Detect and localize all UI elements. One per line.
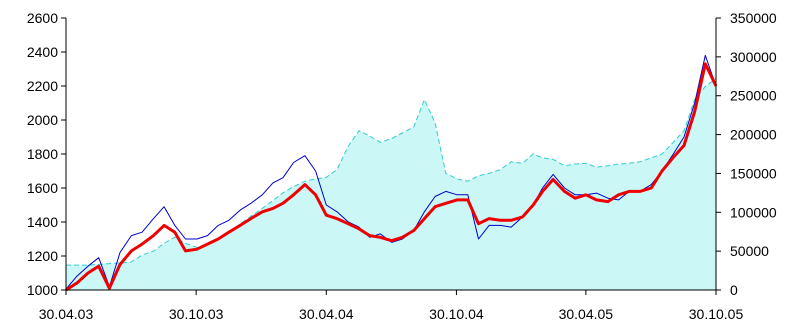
x-tick-label: 30.10.04: [429, 306, 484, 322]
plot-area: [65, 54, 718, 292]
left-y-ticks: 1000 1200 1400 1600 1800 2000 2200 2400 2600: [27, 10, 66, 298]
right-y-tick-label: 250000: [730, 88, 777, 104]
series-line-thin: [65, 54, 717, 290]
left-y-tick-label: 1000: [27, 282, 58, 298]
right-y-ticks: 0 50000 100000 150000 200000 250000 300000 3500…: [716, 10, 777, 298]
volume-area: [66, 78, 716, 290]
x-tick-label: 30.04.03: [39, 306, 94, 322]
series-line-thick: [65, 62, 718, 292]
left-y-tick-label: 2200: [27, 78, 58, 94]
x-tick-label: 30.10.03: [169, 306, 224, 322]
volume-area-line: [66, 78, 717, 266]
left-y-tick-label: 2000: [27, 112, 58, 128]
right-y-tick-label: 350000: [730, 10, 777, 26]
left-y-tick-label: 1400: [27, 214, 58, 230]
x-ticks: 30.04.03 30.10.03 30.04.04 30.10.04 30.04.05…: [39, 290, 744, 322]
left-y-tick-label: 1600: [27, 180, 58, 196]
right-y-tick-label: 50000: [730, 243, 769, 259]
right-y-tick-label: 0: [730, 282, 738, 298]
right-y-tick-label: 300000: [730, 49, 777, 65]
left-y-tick-label: 1800: [27, 146, 58, 162]
right-y-tick-label: 100000: [730, 204, 777, 220]
left-y-tick-label: 2400: [27, 44, 58, 60]
x-tick-label: 30.10.05: [689, 306, 744, 322]
right-y-tick-label: 200000: [730, 127, 777, 143]
left-y-tick-label: 1200: [27, 248, 58, 264]
x-tick-label: 30.04.05: [559, 306, 614, 322]
right-y-tick-label: 150000: [730, 165, 777, 181]
left-y-tick-label: 2600: [27, 10, 58, 26]
x-tick-label: 30.04.04: [299, 306, 354, 322]
